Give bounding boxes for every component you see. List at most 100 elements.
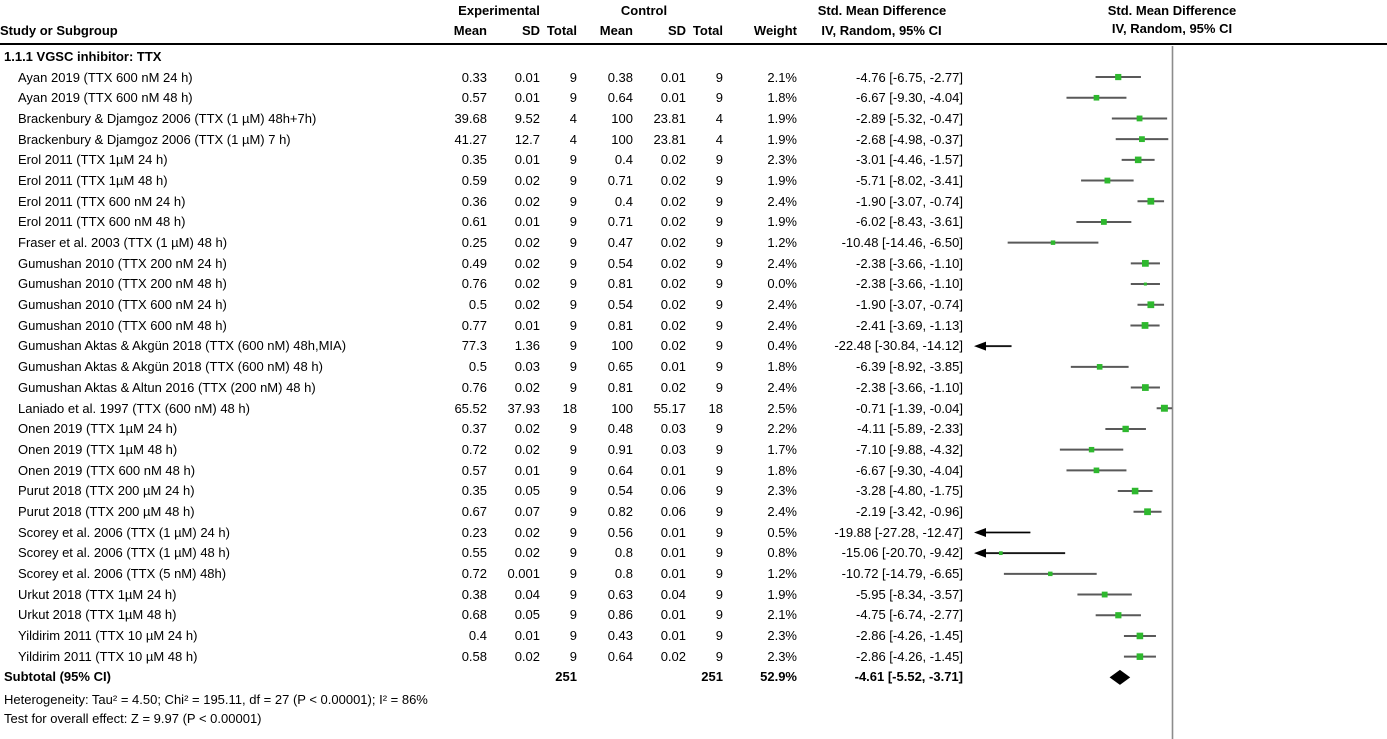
ctrl-sd: 0.01 [660, 566, 686, 582]
ci-text: -10.72 [-14.79, -6.65] [841, 566, 963, 582]
ctrl-total: 9 [715, 545, 723, 561]
ctrl-mean: 100 [611, 131, 633, 147]
ctrl-sd: 0.01 [660, 607, 686, 623]
weight: 2.4% [767, 379, 797, 395]
ci-text: -7.10 [-9.88, -4.32] [856, 441, 963, 457]
exp-total: 9 [569, 379, 577, 395]
effect-marker [1093, 467, 1100, 474]
exp-sd: 0.02 [514, 172, 540, 188]
exp-total: 18 [562, 400, 577, 416]
study-label: Erol 2011 (TTX 1µM 48 h) [18, 172, 168, 188]
ctrl-mean: 0.64 [607, 90, 633, 106]
effect-marker [1143, 282, 1147, 286]
ci-text: -6.39 [-8.92, -3.85] [856, 359, 963, 375]
ctrl-mean: 0.86 [607, 607, 633, 623]
exp-sd: 0.03 [514, 359, 540, 375]
exp-total: 9 [569, 648, 577, 664]
ci-text: -4.75 [-6.74, -2.77] [856, 607, 963, 623]
ctrl-total: 9 [715, 214, 723, 230]
ctrl-sd: 0.03 [660, 421, 686, 437]
effect-marker [1048, 571, 1053, 577]
ctrl-mean: 0.8 [614, 566, 633, 582]
ci-text: -3.28 [-4.80, -1.75] [856, 483, 963, 499]
study-label: Onen 2019 (TTX 1µM 48 h) [18, 441, 178, 457]
weight: 1.2% [767, 566, 797, 582]
exp-total: 9 [569, 69, 577, 85]
ctrl-sd: 0.02 [660, 193, 686, 209]
ctrl-total: 9 [715, 90, 723, 106]
ctrl-total: 9 [715, 69, 723, 85]
ci-text: -2.86 [-4.26, -1.45] [856, 628, 963, 644]
exp-sd: 1.36 [514, 338, 540, 354]
exp-mean: 0.33 [461, 69, 487, 85]
study-label: Erol 2011 (TTX 600 nM 24 h) [18, 193, 186, 209]
exp-sd: 0.05 [514, 607, 540, 623]
ctrl-sd: 0.01 [660, 69, 686, 85]
table-row: Gumushan Aktas & Altun 2016 (TTX (200 nM… [0, 377, 966, 398]
table-row: Gumushan 2010 (TTX 600 nM 48 h) 0.77 0.01 9… [0, 315, 966, 336]
ci-text: -19.88 [-27.28, -12.47] [834, 524, 963, 540]
weight: 2.4% [767, 255, 797, 271]
exp-total: 9 [569, 524, 577, 540]
ctrl-total: 9 [715, 462, 723, 478]
weight: 1.7% [767, 441, 797, 457]
exp-sd: 0.02 [514, 379, 540, 395]
ctrl-mean: 0.65 [607, 359, 633, 375]
ci-text: -2.86 [-4.26, -1.45] [856, 648, 963, 664]
exp-mean: 0.25 [461, 235, 487, 251]
table-row: Erol 2011 (TTX 600 nM 24 h) 0.36 0.02 9 0.4 0… [0, 191, 966, 212]
weight: 1.8% [767, 359, 797, 375]
table-row: Erol 2011 (TTX 1µM 24 h) 0.35 0.01 9 0.4 0.02… [0, 149, 966, 170]
exp-sd-column-header: SD [521, 22, 540, 38]
weight: 2.2% [767, 421, 797, 437]
study-label: Yildirim 2011 (TTX 10 µM 24 h) [18, 628, 198, 644]
weight-column-header: Weight [753, 22, 797, 38]
exp-total: 9 [569, 545, 577, 561]
study-label: Brackenbury & Djamgoz 2006 (TTX (1 µM) 4… [18, 110, 317, 126]
ctrl-mean: 0.48 [607, 421, 633, 437]
effect-marker [1096, 364, 1103, 370]
ctrl-mean: 0.54 [607, 255, 633, 271]
exp-total: 9 [569, 483, 577, 499]
weight: 0.5% [767, 524, 797, 540]
ci-text: -2.38 [-3.66, -1.10] [856, 255, 963, 271]
table-row: Laniado et al. 1997 (TTX (600 nM) 48 h) 6… [0, 398, 966, 419]
arrow-left-icon [974, 341, 986, 351]
table-row: Onen 2019 (TTX 1µM 24 h) 0.37 0.02 9 0.48 0.0… [0, 418, 966, 439]
exp-sd: 0.02 [514, 255, 540, 271]
study-label: Erol 2011 (TTX 1µM 24 h) [18, 152, 168, 168]
ci-text: -5.95 [-8.34, -3.57] [856, 586, 963, 602]
study-label: Gumushan 2010 (TTX 200 nM 48 h) [18, 276, 227, 292]
ci-text: -4.61 [-5.52, -3.71] [854, 669, 963, 685]
exp-mean: 41.27 [454, 131, 487, 147]
effect-marker [1100, 219, 1107, 225]
table-row: Brackenbury & Djamgoz 2006 (TTX (1 µM) 7… [0, 129, 966, 150]
exp-sd: 37.93 [507, 400, 540, 416]
ci-text: -4.11 [-5.89, -2.33] [857, 421, 963, 437]
ctrl-mean: 0.71 [607, 214, 633, 230]
weight: 2.4% [767, 317, 797, 333]
ctrl-total: 9 [715, 276, 723, 292]
effect-marker [1093, 94, 1100, 101]
exp-mean: 0.36 [461, 193, 487, 209]
table-row: Scorey et al. 2006 (TTX (1 µM) 24 h) 0.23… [0, 522, 966, 543]
ctrl-sd: 0.06 [660, 503, 686, 519]
exp-sd: 0.01 [514, 90, 540, 106]
ci-text: -6.67 [-9.30, -4.04] [856, 90, 963, 106]
ctrl-total: 9 [715, 503, 723, 519]
footnotes: Heterogeneity: Tau² = 4.50; Chi² = 195.1… [4, 690, 964, 728]
exp-mean: 0.37 [461, 421, 487, 437]
exp-mean: 0.72 [461, 441, 487, 457]
ctrl-total: 9 [715, 317, 723, 333]
exp-total: 9 [569, 359, 577, 375]
ctrl-mean: 0.71 [607, 172, 633, 188]
ci-text: -2.38 [-3.66, -1.10] [856, 379, 963, 395]
exp-sd: 0.02 [514, 441, 540, 457]
ctrl-total: 9 [715, 359, 723, 375]
table-row: Onen 2019 (TTX 600 nM 48 h) 0.57 0.01 9 0.64… [0, 460, 966, 481]
exp-sd: 0.02 [514, 193, 540, 209]
ctrl-total: 9 [715, 648, 723, 664]
exp-mean: 0.35 [461, 483, 487, 499]
ctrl-total: 9 [715, 421, 723, 437]
table-row: Scorey et al. 2006 (TTX (1 µM) 48 h) 0.55… [0, 543, 966, 564]
